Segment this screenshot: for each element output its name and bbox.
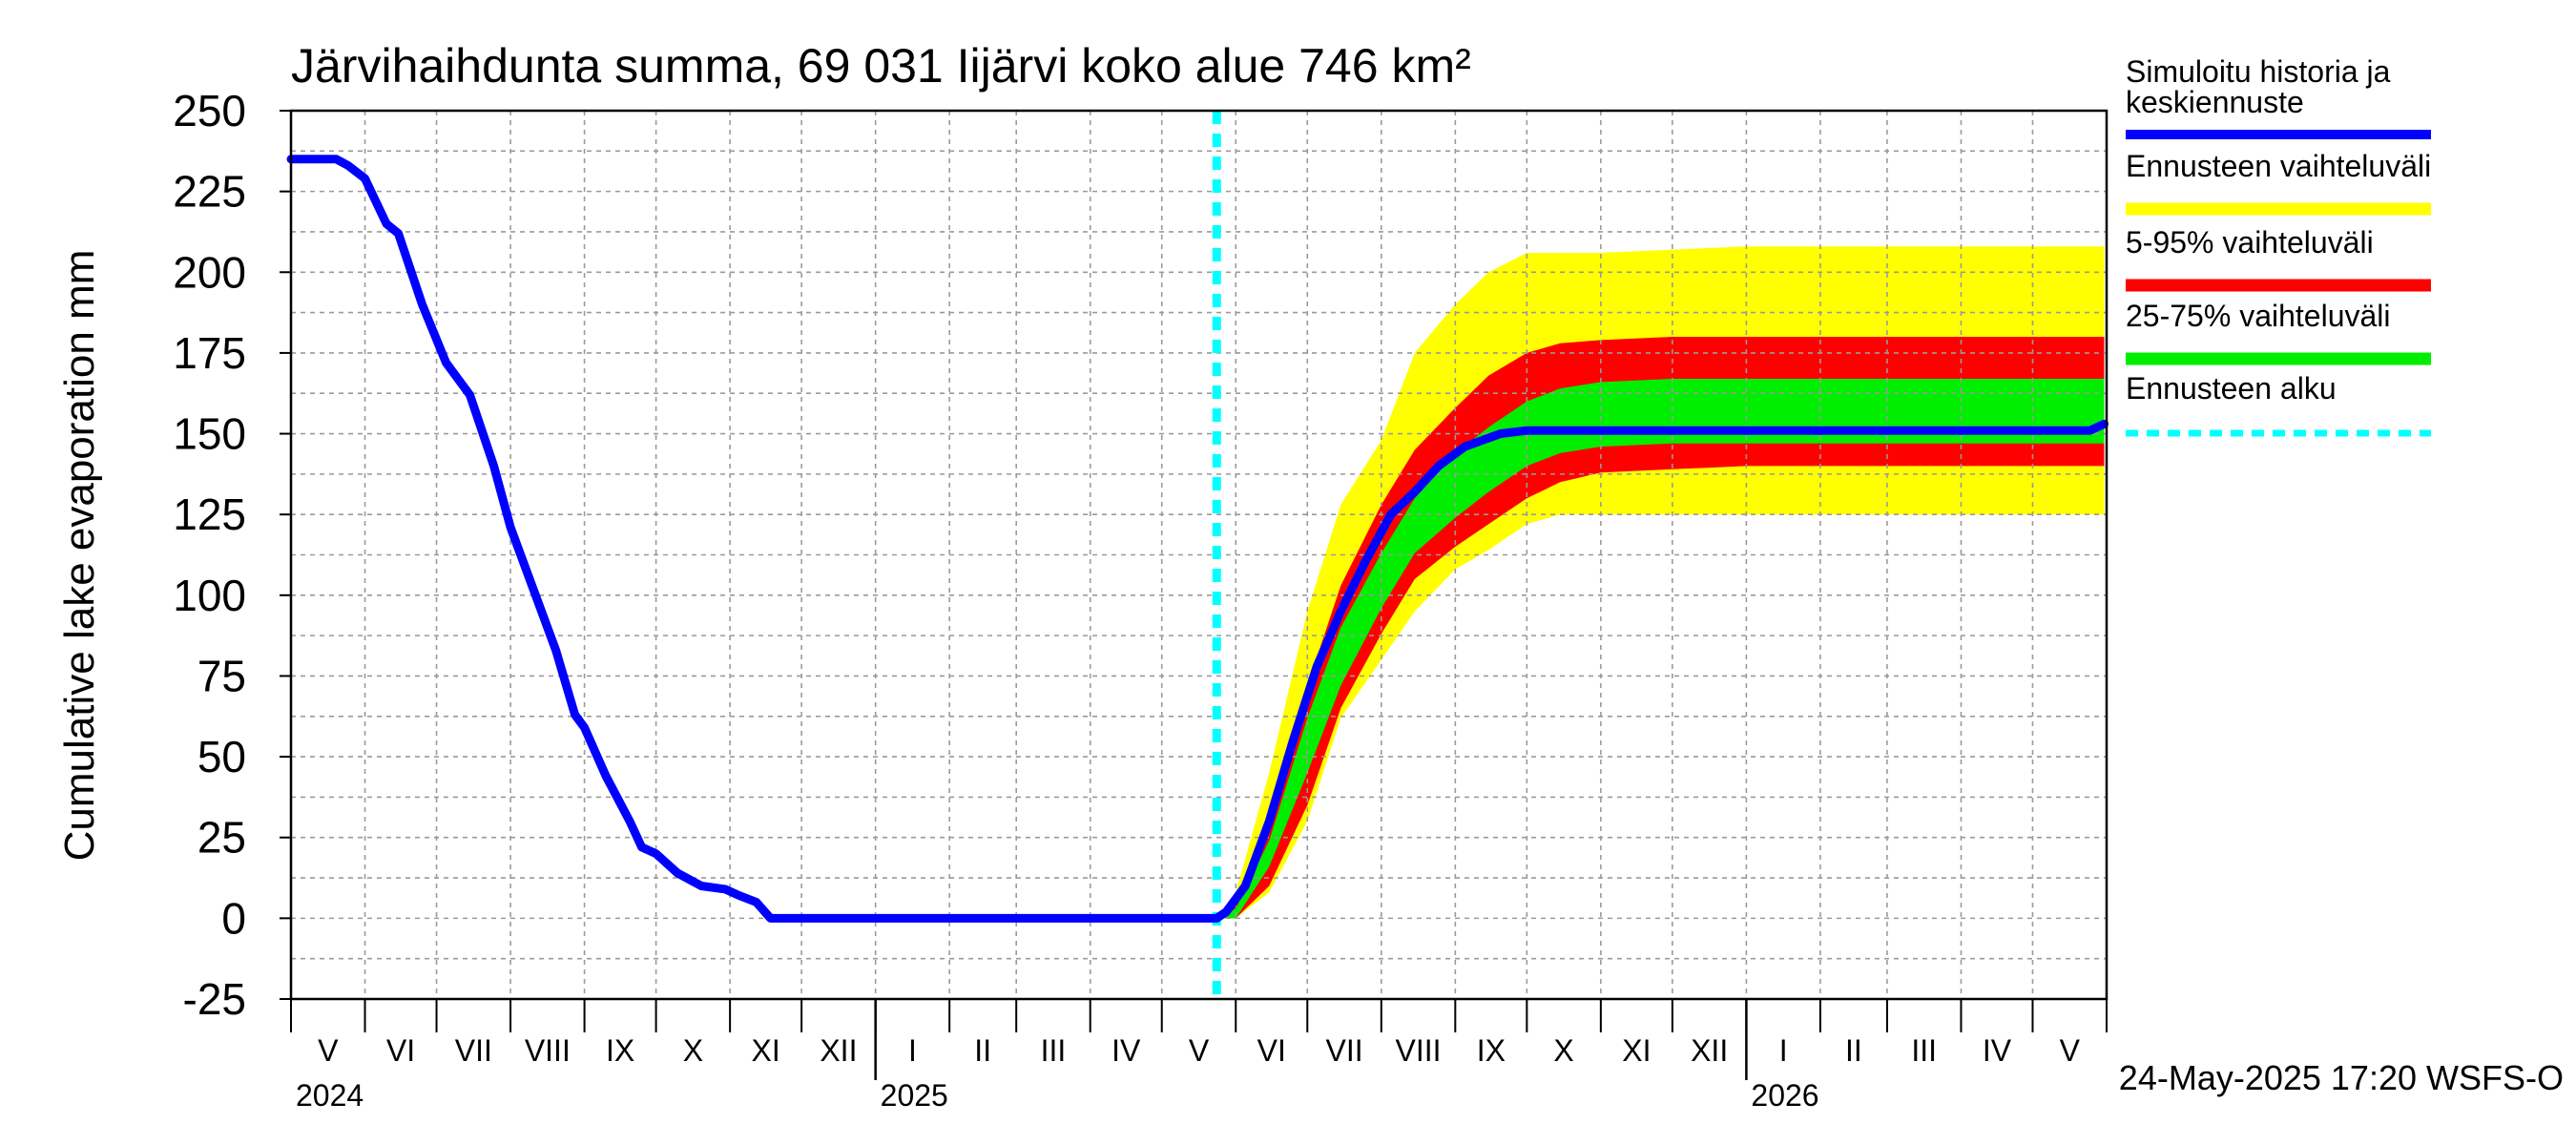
month-label: III: [1041, 1033, 1067, 1068]
month-label: V: [2060, 1033, 2081, 1068]
band-25-75-vaihteluv-li: [1216, 379, 2105, 919]
y-tick-label: 175: [173, 328, 246, 378]
month-label: V: [318, 1033, 339, 1068]
year-label: 2024: [296, 1078, 364, 1113]
legend-label: Simuloitu historia ja: [2126, 54, 2391, 89]
grid: [291, 110, 2107, 1000]
month-label: X: [1553, 1033, 1573, 1068]
month-label: VI: [386, 1033, 415, 1068]
month-label: IX: [606, 1033, 634, 1068]
month-label: XII: [1691, 1033, 1728, 1068]
x-axis: V VI VII VIII IX X XI XII I II III IV V VI VII VIII IX X X…: [290, 999, 2108, 1113]
series-line-simuloitu-historia-ja-keskiennuste: [286, 155, 2109, 923]
y-tick-label: 25: [197, 813, 246, 863]
y-tick-label: 50: [197, 732, 246, 781]
month-label: VI: [1257, 1033, 1286, 1068]
y-tick-label: 0: [221, 893, 246, 943]
month-label: XI: [752, 1033, 780, 1068]
plot-area-border: [289, 109, 2109, 1001]
footer-timestamp: 24-May-2025 17:20 WSFS-O: [2119, 1058, 2564, 1097]
month-label: II: [1845, 1033, 1862, 1068]
year-label: 2025: [881, 1078, 948, 1113]
plot-border: [289, 109, 2109, 1001]
month-label: VII: [1325, 1033, 1362, 1068]
legend-label: 25-75% vaihteluväli: [2126, 299, 2391, 333]
month-label: I: [908, 1033, 917, 1068]
month-label: IV: [1111, 1033, 1141, 1068]
month-label: X: [683, 1033, 703, 1068]
y-axis-label: Cumulative lake evaporation mm: [56, 250, 103, 862]
y-tick-label: 200: [173, 247, 246, 297]
series-lines: [286, 155, 2109, 923]
month-label: I: [1779, 1033, 1788, 1068]
legend-label: Ennusteen alku: [2126, 371, 2337, 406]
month-label: XII: [820, 1033, 857, 1068]
y-tick-label: 75: [197, 651, 246, 700]
legend-label: keskiennuste: [2126, 85, 2304, 119]
y-tick-label: 100: [173, 571, 246, 620]
month-label: IX: [1477, 1033, 1506, 1068]
y-tick-label: 125: [173, 489, 246, 539]
legend-label: Ennusteen vaihteluväli: [2126, 149, 2431, 183]
chart-title: Järvihaihdunta summa, 69 031 Iijärvi kok…: [291, 39, 1471, 93]
month-label: III: [1911, 1033, 1937, 1068]
month-label: IV: [1983, 1033, 2012, 1068]
month-label: VII: [455, 1033, 492, 1068]
month-label: VIII: [525, 1033, 571, 1068]
month-label: XI: [1622, 1033, 1651, 1068]
y-tick-label: 150: [173, 409, 246, 459]
y-tick-label: -25: [183, 974, 246, 1024]
forecast-bands: [1216, 246, 2105, 919]
legend-label: 5-95% vaihteluväli: [2126, 225, 2374, 260]
y-tick-label: 250: [173, 86, 246, 135]
month-label: II: [974, 1033, 991, 1068]
year-label: 2026: [1751, 1078, 1818, 1113]
y-tick-label: 225: [173, 167, 246, 217]
month-label: V: [1189, 1033, 1210, 1068]
month-label: VIII: [1396, 1033, 1442, 1068]
